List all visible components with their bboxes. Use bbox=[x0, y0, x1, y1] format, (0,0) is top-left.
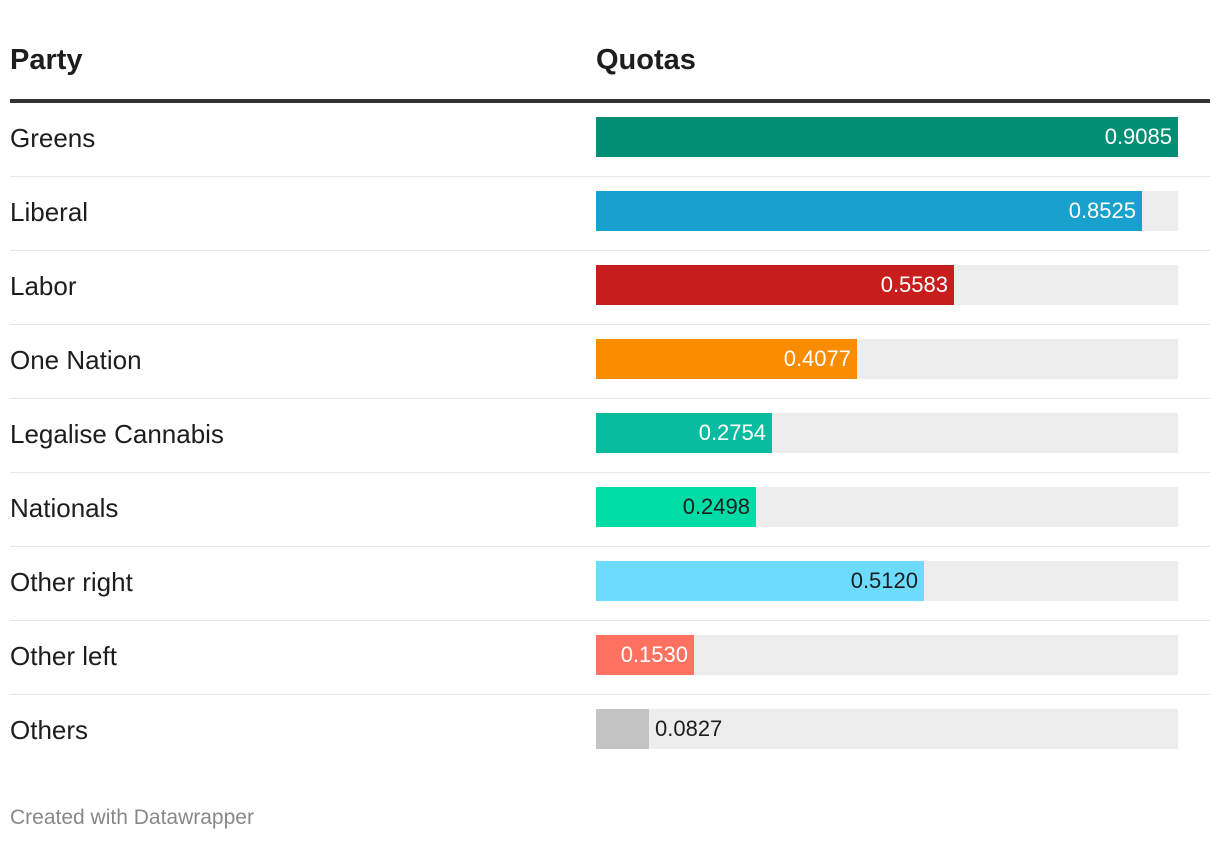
bar-track: 0.2754 bbox=[596, 413, 1178, 453]
party-label: Nationals bbox=[10, 493, 119, 523]
table-header: Party Quotas bbox=[10, 0, 1210, 103]
value-label: 0.2498 bbox=[682, 494, 750, 519]
table-row: Legalise Cannabis 0.2754 bbox=[10, 399, 1210, 473]
bar bbox=[596, 265, 954, 305]
value-label: 0.4077 bbox=[783, 346, 851, 371]
bar bbox=[596, 709, 649, 749]
table-row: Others 0.0827 bbox=[10, 695, 1210, 768]
table-row: Greens 0.9085 bbox=[10, 103, 1210, 177]
table-row: Other left 0.1530 bbox=[10, 621, 1210, 695]
table-row: Nationals 0.2498 bbox=[10, 473, 1210, 547]
party-label: Other left bbox=[10, 641, 117, 671]
value-label: 0.2754 bbox=[698, 420, 766, 445]
table-row: One Nation 0.4077 bbox=[10, 325, 1210, 399]
party-label: Legalise Cannabis bbox=[10, 419, 224, 449]
value-label: 0.5120 bbox=[850, 568, 918, 593]
table-row: Other right 0.5120 bbox=[10, 547, 1210, 621]
value-label: 0.1530 bbox=[620, 642, 688, 667]
chart-table: Party Quotas Greens 0.9085 Liberal 0.8525 La… bbox=[10, 0, 1210, 768]
bar-track: 0.5583 bbox=[596, 265, 1178, 305]
bar-track: 0.0827 bbox=[596, 709, 1178, 749]
table-row: Liberal 0.8525 bbox=[10, 177, 1210, 251]
bar bbox=[596, 339, 857, 379]
value-label: 0.0827 bbox=[655, 716, 723, 741]
bar bbox=[596, 561, 924, 601]
bar bbox=[596, 413, 772, 453]
value-label: 0.9085 bbox=[1104, 124, 1172, 149]
party-label: Others bbox=[10, 715, 89, 745]
bar-track: 0.5120 bbox=[596, 561, 1178, 601]
bar bbox=[596, 487, 756, 527]
bar bbox=[596, 635, 694, 675]
table-body: Greens 0.9085 Liberal 0.8525 Labor 0.5583 One … bbox=[10, 103, 1210, 768]
party-label: Liberal bbox=[10, 197, 89, 227]
bar bbox=[596, 117, 1178, 157]
bar-track: 0.8525 bbox=[596, 191, 1178, 231]
column-header-party: Party bbox=[10, 44, 83, 76]
bar-track: 0.1530 bbox=[596, 635, 1178, 675]
footer-credit: Created with Datawrapper bbox=[10, 806, 254, 829]
column-header-quotas: Quotas bbox=[596, 44, 696, 76]
value-label: 0.5583 bbox=[880, 272, 948, 297]
bar-track: 0.2498 bbox=[596, 487, 1178, 527]
bar-track: 0.9085 bbox=[596, 117, 1178, 157]
party-label: Greens bbox=[10, 123, 96, 153]
party-label: Other right bbox=[10, 567, 133, 597]
party-label: Labor bbox=[10, 271, 77, 301]
bar-track: 0.4077 bbox=[596, 339, 1178, 379]
party-label: One Nation bbox=[10, 345, 142, 375]
bar bbox=[596, 191, 1142, 231]
table-row: Labor 0.5583 bbox=[10, 251, 1210, 325]
value-label: 0.8525 bbox=[1068, 198, 1136, 223]
